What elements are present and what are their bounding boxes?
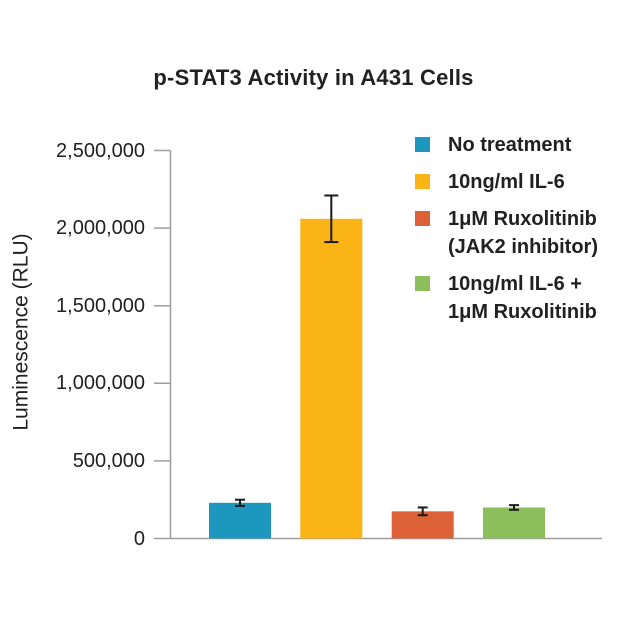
y-tick-label: 500,000 [72,449,145,472]
y-tick-label: 0 [133,527,145,550]
y-tick-label: 1,500,000 [56,294,145,317]
legend-label-line: 10ng/ml IL-6 + [448,273,582,295]
legend-entry: 10ng/ml IL-6 + 1μM Ruxolitinib [415,270,598,326]
legend-label: 1μM Ruxolitinib (JAK2 inhibitor) [448,205,598,261]
legend-label-line: 1μM Ruxolitinib [448,208,597,230]
chart-title: p-STAT3 Activity in A431 Cells [153,65,474,90]
y-tick-label: 2,000,000 [56,217,145,240]
legend-entry: 10ng/ml IL-6 [415,168,598,196]
legend-label: No treatment [448,131,571,159]
legend-entry: 1μM Ruxolitinib (JAK2 inhibitor) [415,205,598,261]
legend-swatch [415,211,430,226]
legend-swatch [415,137,430,152]
legend-label-line: No treatment [448,134,572,156]
legend-label-line: 10ng/ml IL-6 [448,171,565,193]
bar [209,502,271,539]
legend-label: 10ng/ml IL-6 + 1μM Ruxolitinib [448,270,597,326]
legend-label-line: (JAK2 inhibitor) [448,236,598,258]
legend: No treatment 10ng/ml IL-6 1μM Ruxolitinib (… [415,131,598,326]
y-tick-label: 1,000,000 [56,372,145,395]
bar [300,218,363,539]
legend-label: 10ng/ml IL-6 [448,168,565,196]
bar [483,507,545,539]
legend-swatch [415,276,430,291]
y-tick-label: 2,500,000 [56,139,145,162]
legend-swatch [415,174,430,189]
legend-label-line: 1μM Ruxolitinib [448,301,597,323]
legend-entry: No treatment [415,131,598,159]
